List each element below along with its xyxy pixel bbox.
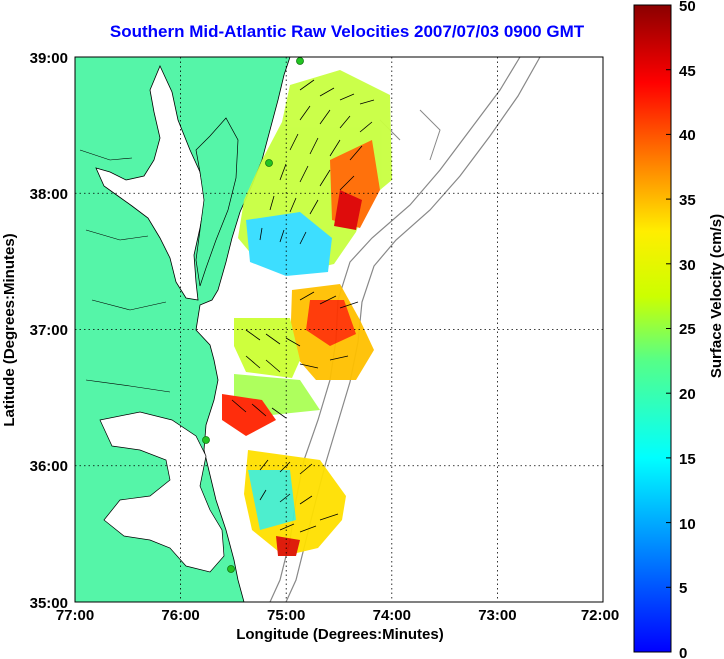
velocity-arrows — [231, 79, 375, 533]
station-marker — [227, 565, 235, 573]
y-axis-label: Latitude (Degrees:Minutes) — [1, 233, 18, 426]
graticule — [75, 57, 603, 602]
xtick-label: 76:00 — [161, 607, 199, 624]
colorbar-label: Surface Velocity (cm/s) — [708, 214, 724, 378]
colorbar-tick-label: 30 — [679, 257, 696, 274]
xtick-label: 77:00 — [56, 607, 94, 624]
ytick-label: 35:00 — [30, 595, 68, 612]
colorbar-tick-label: 15 — [679, 451, 696, 468]
ytick-label: 37:00 — [30, 322, 68, 339]
pamlico-sound — [99, 411, 225, 573]
map-title: Southern Mid-Atlantic Raw Velocities 200… — [109, 22, 585, 41]
xtick-label: 72:00 — [581, 607, 619, 624]
colorbar-tick-label: 20 — [679, 386, 696, 403]
xtick-label: 75:00 — [267, 607, 305, 624]
colorbar-tick-label: 35 — [679, 192, 696, 209]
colorbar-tick-label: 5 — [679, 580, 687, 597]
river-lines — [79, 149, 171, 393]
station-marker — [296, 57, 304, 65]
colorbar-ticks — [666, 4, 671, 588]
radar-stations — [202, 57, 304, 573]
colorbar-tick-label: 0 — [679, 645, 687, 659]
colorbar-tick-label: 10 — [679, 516, 696, 533]
xtick-label: 73:00 — [478, 607, 516, 624]
colorbar-tick-label: 45 — [679, 63, 696, 80]
colorbar — [633, 4, 672, 653]
station-marker — [202, 436, 210, 444]
eastern-shore — [195, 117, 239, 287]
colorbar-tick-label: 25 — [679, 321, 696, 338]
ytick-label: 38:00 — [30, 186, 68, 203]
station-marker — [265, 159, 273, 167]
xtick-label: 74:00 — [373, 607, 411, 624]
colorbar-tick-label: 40 — [679, 127, 696, 144]
ytick-label: 36:00 — [30, 458, 68, 475]
x-axis-label: Longitude (Degrees:Minutes) — [236, 626, 444, 643]
colorbar-tick-label: 50 — [679, 0, 696, 15]
plot-frame — [74, 56, 604, 603]
ytick-label: 39:00 — [30, 50, 68, 67]
velocity-field — [222, 70, 392, 556]
